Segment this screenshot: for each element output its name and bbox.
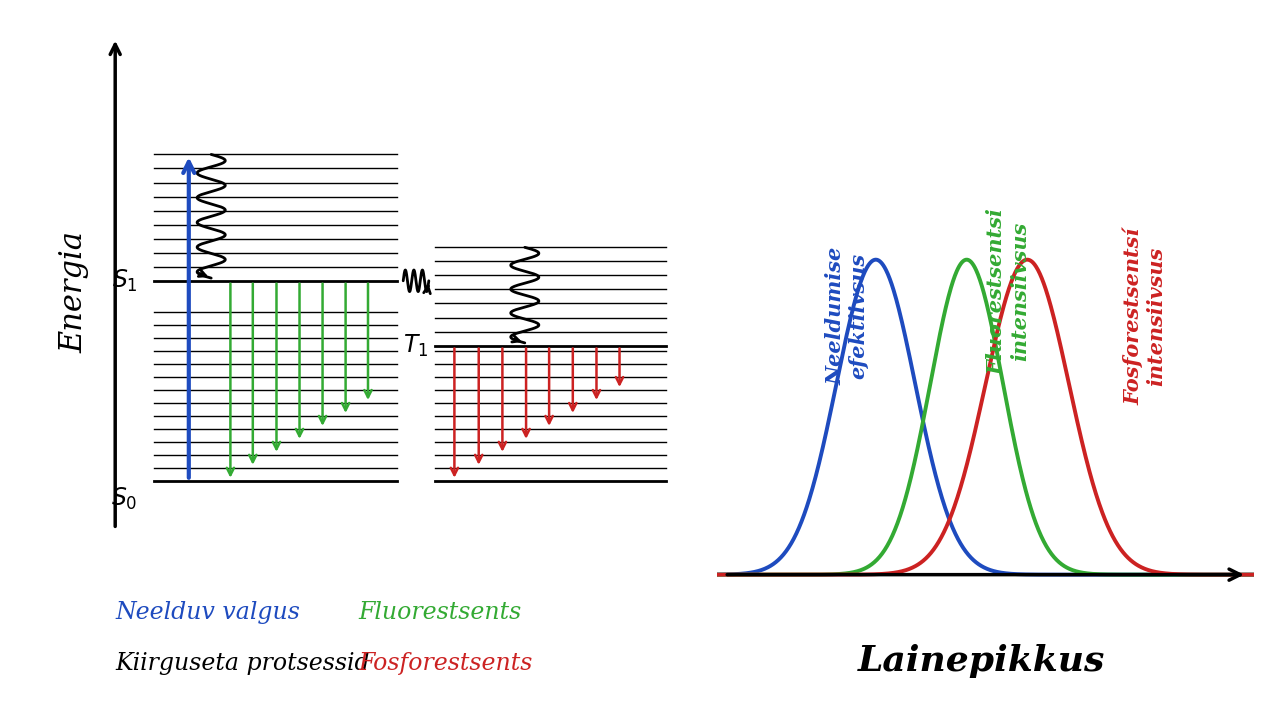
Text: Fosforestsents: Fosforestsents (358, 652, 532, 675)
Text: $T_1$: $T_1$ (403, 333, 429, 359)
Text: $S_1$: $S_1$ (111, 268, 138, 294)
Text: Fluorestsents: Fluorestsents (358, 601, 522, 624)
Text: Neelduv valgus: Neelduv valgus (115, 601, 300, 624)
Text: $S_0$: $S_0$ (111, 486, 138, 512)
Text: Fosforestsentsí
intensiivsus: Fosforestsentsí intensiivsus (1123, 228, 1166, 405)
Text: Neeldumise
efektiivsus: Neeldumise efektiivsus (826, 247, 869, 385)
Text: Fluorestsentsi
intensiivsus: Fluorestsentsi intensiivsus (987, 208, 1030, 374)
Text: Kiirguseta protsessid: Kiirguseta protsessid (115, 652, 370, 675)
Text: Energia: Energia (58, 230, 90, 353)
Text: Lainepikkus: Lainepikkus (858, 644, 1106, 678)
